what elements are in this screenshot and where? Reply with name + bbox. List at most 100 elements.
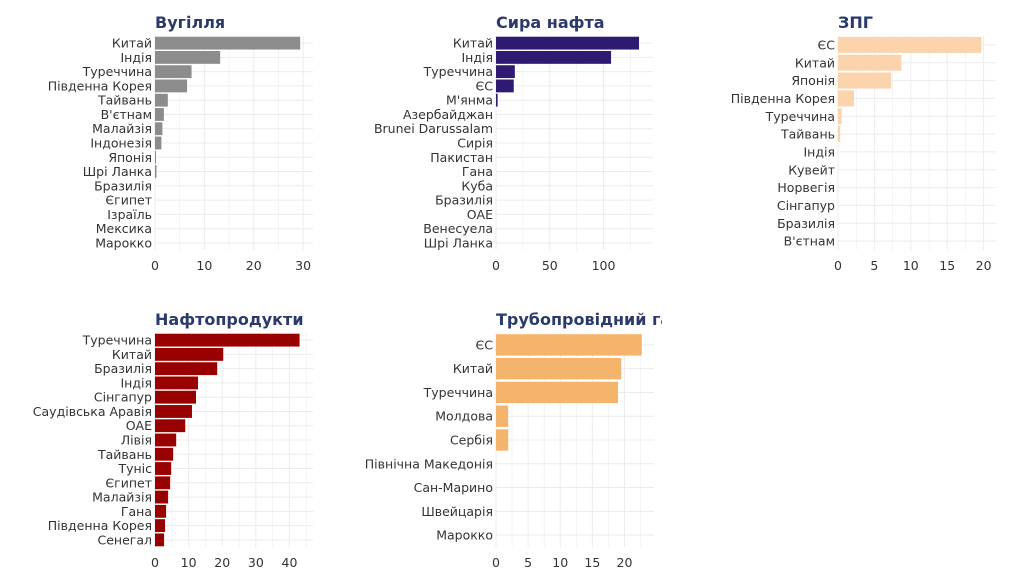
category-label: Саудівська Аравія bbox=[33, 404, 152, 419]
panel-title: ЗПГ bbox=[838, 13, 873, 32]
x-tick-label: 100 bbox=[592, 258, 616, 273]
bar bbox=[155, 447, 174, 461]
bar bbox=[838, 72, 892, 89]
category-label: Єгипет bbox=[105, 193, 152, 208]
bar bbox=[155, 50, 221, 64]
category-label: Індія bbox=[121, 50, 153, 65]
bar bbox=[155, 390, 197, 404]
category-label: Малайзія bbox=[92, 490, 152, 505]
category-label: Туреччина bbox=[82, 333, 152, 348]
x-tick-label: 15 bbox=[584, 555, 600, 570]
category-label: Марокко bbox=[436, 528, 493, 543]
category-label: Марокко bbox=[95, 235, 152, 250]
panel-3: ЄС Китай Японія Південна Корея Туреччина Тайв… bbox=[731, 13, 996, 273]
category-label: Туніс bbox=[117, 461, 152, 476]
category-label: Японія bbox=[108, 150, 152, 165]
category-label: Туреччина bbox=[423, 64, 493, 79]
x-tick-label: 10 bbox=[552, 555, 568, 570]
x-tick-label: 15 bbox=[939, 258, 955, 273]
category-label: М'янма bbox=[446, 93, 493, 108]
category-label: Сінгапур bbox=[777, 198, 835, 213]
category-label: Лівія bbox=[121, 433, 152, 448]
category-label: Японія bbox=[791, 73, 835, 88]
category-label: Бразилія bbox=[777, 216, 835, 231]
x-tick-label: 0 bbox=[151, 555, 159, 570]
bar bbox=[155, 419, 186, 433]
category-label: ОАЕ bbox=[467, 207, 493, 222]
category-label: Тайвань bbox=[780, 127, 835, 142]
category-label: Індія bbox=[804, 144, 836, 159]
panel-title: Нафтопродукти bbox=[155, 310, 304, 329]
bar bbox=[155, 165, 157, 178]
category-label: В'єтнам bbox=[101, 107, 152, 122]
category-label: Китай bbox=[112, 347, 152, 362]
bar bbox=[155, 122, 163, 136]
category-label: Шрі Ланка bbox=[83, 164, 152, 179]
bar bbox=[155, 108, 164, 121]
x-tick-label: 50 bbox=[542, 258, 558, 273]
category-label: Brunei Darussalam bbox=[374, 121, 493, 136]
category-label: ЄС bbox=[476, 78, 494, 93]
bar bbox=[838, 90, 855, 107]
category-label: Тайвань bbox=[97, 93, 152, 108]
category-label: Південна Корея bbox=[48, 78, 152, 93]
bar bbox=[496, 50, 612, 64]
category-label: Бразилія bbox=[94, 178, 152, 193]
x-tick-label: 5 bbox=[524, 555, 532, 570]
bar bbox=[155, 405, 192, 418]
category-label: Індія bbox=[121, 375, 153, 390]
category-label: Єгипет bbox=[105, 475, 152, 490]
x-tick-label: 20 bbox=[214, 555, 230, 570]
category-label: ЄС bbox=[476, 337, 494, 352]
bar bbox=[838, 108, 842, 125]
category-label: Куба bbox=[461, 178, 493, 193]
x-tick-label: 20 bbox=[976, 258, 992, 273]
bar bbox=[155, 36, 301, 50]
x-tick-label: 20 bbox=[617, 555, 633, 570]
bar bbox=[155, 376, 199, 390]
category-label: Мексика bbox=[96, 221, 152, 236]
x-tick-label: 0 bbox=[834, 258, 842, 273]
bar bbox=[155, 490, 169, 504]
bar bbox=[496, 381, 619, 404]
category-label: Індонезія bbox=[90, 136, 152, 151]
category-label: Малайзія bbox=[92, 121, 152, 136]
bar bbox=[496, 405, 509, 427]
category-label: Гана bbox=[121, 504, 152, 519]
bar bbox=[838, 36, 982, 53]
bar bbox=[496, 93, 498, 107]
category-label: Молдова bbox=[435, 409, 493, 424]
panel-2: КитайІндіяТуреччинаЄСМ'янмаАзербайджанBr… bbox=[374, 13, 653, 273]
bar bbox=[155, 347, 224, 361]
category-label: Бразилія bbox=[435, 193, 493, 208]
bar bbox=[496, 65, 515, 79]
bar bbox=[155, 433, 177, 447]
bar bbox=[155, 519, 166, 533]
bar bbox=[838, 126, 841, 143]
category-label: Венесуела bbox=[423, 221, 493, 236]
category-label: Тайвань bbox=[97, 447, 152, 462]
bar bbox=[155, 533, 165, 547]
category-label: Китай bbox=[795, 55, 835, 70]
category-label: Північна Македонія bbox=[365, 456, 493, 471]
bar bbox=[496, 36, 640, 50]
bar bbox=[155, 333, 300, 347]
category-label: Швейцарія bbox=[421, 504, 493, 519]
category-label: ЄС bbox=[818, 37, 836, 52]
panel-title: Вугілля bbox=[155, 13, 225, 32]
category-label: Сербія bbox=[450, 433, 493, 448]
category-label: Сирія bbox=[457, 136, 493, 151]
category-label: Китай bbox=[453, 36, 493, 51]
bar bbox=[496, 429, 509, 451]
bar bbox=[155, 476, 171, 490]
x-tick-label: 0 bbox=[151, 258, 159, 273]
x-tick-label: 5 bbox=[870, 258, 878, 273]
category-label: Норвегія bbox=[777, 180, 835, 195]
x-tick-label: 30 bbox=[295, 258, 311, 273]
category-label: Ізраїль bbox=[107, 207, 152, 222]
x-tick-label: 10 bbox=[903, 258, 919, 273]
bar bbox=[155, 462, 172, 475]
x-tick-label: 20 bbox=[246, 258, 262, 273]
